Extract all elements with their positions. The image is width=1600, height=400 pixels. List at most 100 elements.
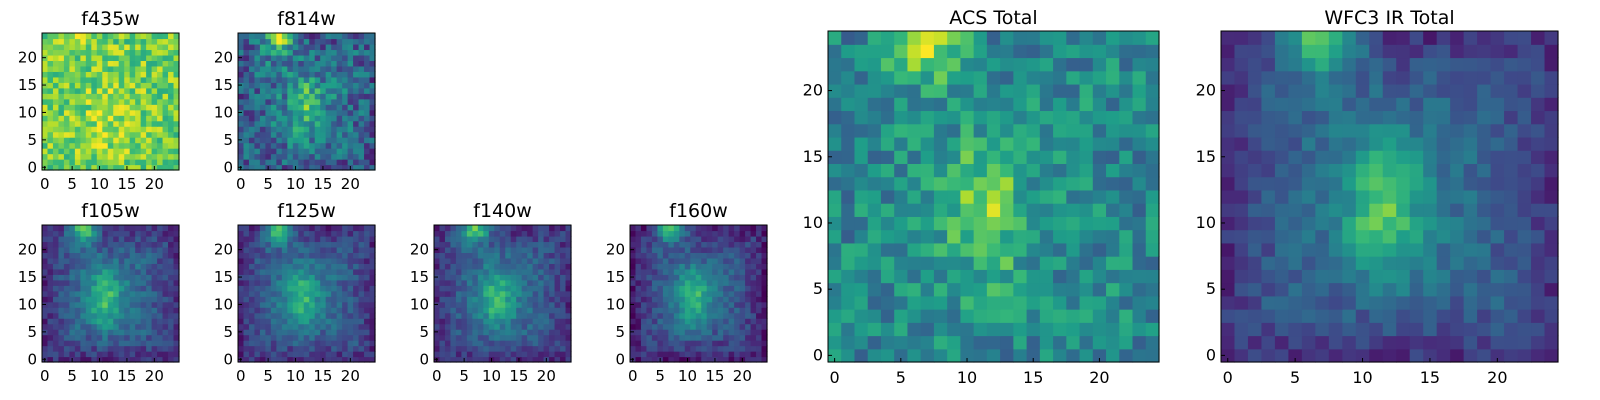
heatmap-cell	[483, 318, 490, 325]
heatmap-cell	[254, 252, 261, 259]
heatmap-cell	[325, 225, 332, 232]
heatmap-cell	[1247, 203, 1263, 217]
heatmap-cell	[1053, 150, 1067, 164]
heatmap-cell	[364, 323, 371, 330]
heatmap-cell	[630, 225, 637, 232]
heatmap-cell	[1079, 335, 1094, 350]
heatmap-cell	[140, 318, 147, 325]
heatmap-cell	[701, 307, 708, 314]
heatmap-cell	[1396, 322, 1411, 337]
heatmap-cell	[276, 307, 283, 314]
heatmap-cell	[151, 235, 158, 243]
heatmap-cell	[358, 65, 365, 72]
heatmap-cell	[1531, 216, 1546, 231]
heatmap-cell	[1531, 309, 1546, 323]
heatmap-cell	[320, 109, 327, 116]
heatmap-cell	[63, 241, 70, 248]
heatmap-cell	[1382, 242, 1397, 257]
heatmap-cell	[635, 263, 642, 270]
heatmap-cell	[679, 263, 686, 270]
heatmap-cell	[42, 241, 49, 248]
heatmap-cell	[270, 87, 277, 94]
heatmap-cell	[565, 307, 572, 314]
heatmap-cell	[63, 54, 70, 61]
heatmap-cell	[69, 296, 76, 303]
heatmap-cell	[74, 153, 81, 160]
heatmap-cell	[1092, 269, 1107, 284]
heatmap-cell	[113, 323, 120, 330]
heatmap-cell	[96, 131, 103, 138]
heatmap-cell	[336, 65, 343, 72]
heatmap-cell	[298, 246, 305, 253]
heatmap-cell	[276, 334, 283, 341]
heatmap-cell	[69, 43, 76, 51]
heatmap-cell	[444, 230, 452, 237]
heatmap-cell	[635, 252, 642, 259]
heatmap-cell	[238, 279, 245, 286]
heatmap-cell	[353, 76, 360, 83]
heatmap-cell	[281, 49, 288, 56]
heatmap-cell	[1436, 110, 1451, 125]
heatmap-cell	[135, 340, 142, 347]
heatmap-cell	[303, 76, 310, 83]
heatmap-cell	[69, 290, 76, 297]
heatmap-cell	[309, 263, 316, 270]
heatmap-cell	[1092, 97, 1107, 112]
heatmap-cell	[554, 307, 561, 314]
heatmap-cell	[358, 268, 365, 275]
heatmap-cell	[58, 246, 65, 253]
heatmap-cell	[1490, 295, 1505, 310]
heatmap-cell	[668, 345, 675, 352]
heatmap-cell	[162, 274, 169, 281]
heatmap-cell	[986, 203, 1001, 217]
heatmap-cell	[281, 323, 288, 330]
heatmap-cell	[238, 38, 245, 45]
heatmap-cell	[358, 142, 365, 149]
heatmap-cell	[1000, 176, 1014, 191]
heatmap-cell	[157, 115, 164, 122]
heatmap-cell	[734, 345, 741, 352]
heatmap-cell	[331, 285, 338, 292]
heatmap-cell	[973, 110, 988, 125]
heatmap-cell	[364, 126, 371, 133]
heatmap-cell	[364, 164, 371, 171]
heatmap-cell	[1145, 150, 1160, 164]
heatmap-cell	[369, 241, 376, 248]
heatmap-cell	[276, 49, 283, 56]
heatmap-cell	[1517, 242, 1532, 257]
heatmap-cell	[635, 290, 642, 297]
heatmap-cell	[162, 290, 169, 297]
heatmap-cell	[74, 43, 81, 51]
heatmap-cell	[353, 120, 360, 127]
heatmap-cell	[336, 290, 343, 297]
heatmap-cell	[287, 230, 294, 237]
heatmap-cell	[701, 225, 708, 232]
heatmap-cell	[96, 38, 103, 45]
heatmap-cell	[1396, 348, 1411, 363]
heatmap-cell	[1221, 256, 1236, 270]
heatmap-cell	[91, 230, 98, 237]
heatmap-cell	[107, 98, 114, 105]
heatmap-cell	[1382, 123, 1397, 138]
heatmap-cell	[488, 290, 495, 297]
heatmap-cell	[717, 285, 724, 292]
heatmap-cell	[173, 126, 180, 133]
heatmap-cell	[63, 131, 70, 138]
heatmap-cell	[684, 230, 691, 237]
heatmap-cell	[118, 120, 125, 127]
heatmap-cell	[96, 142, 103, 149]
heatmap-cell	[1092, 335, 1107, 350]
y-tick-label: 20	[214, 49, 233, 67]
heatmap-cell	[314, 109, 321, 116]
heatmap-cell	[494, 225, 501, 232]
heatmap-cell	[270, 268, 277, 275]
heatmap-cell	[933, 309, 948, 323]
heatmap-cell	[499, 263, 506, 270]
heatmap-cell	[706, 356, 713, 363]
heatmap-cell	[162, 137, 169, 144]
heatmap-cell	[42, 104, 49, 111]
heatmap-cell	[657, 296, 664, 303]
heatmap-cell	[933, 110, 948, 125]
heatmap-cell	[342, 104, 349, 111]
heatmap-cell	[353, 263, 360, 270]
